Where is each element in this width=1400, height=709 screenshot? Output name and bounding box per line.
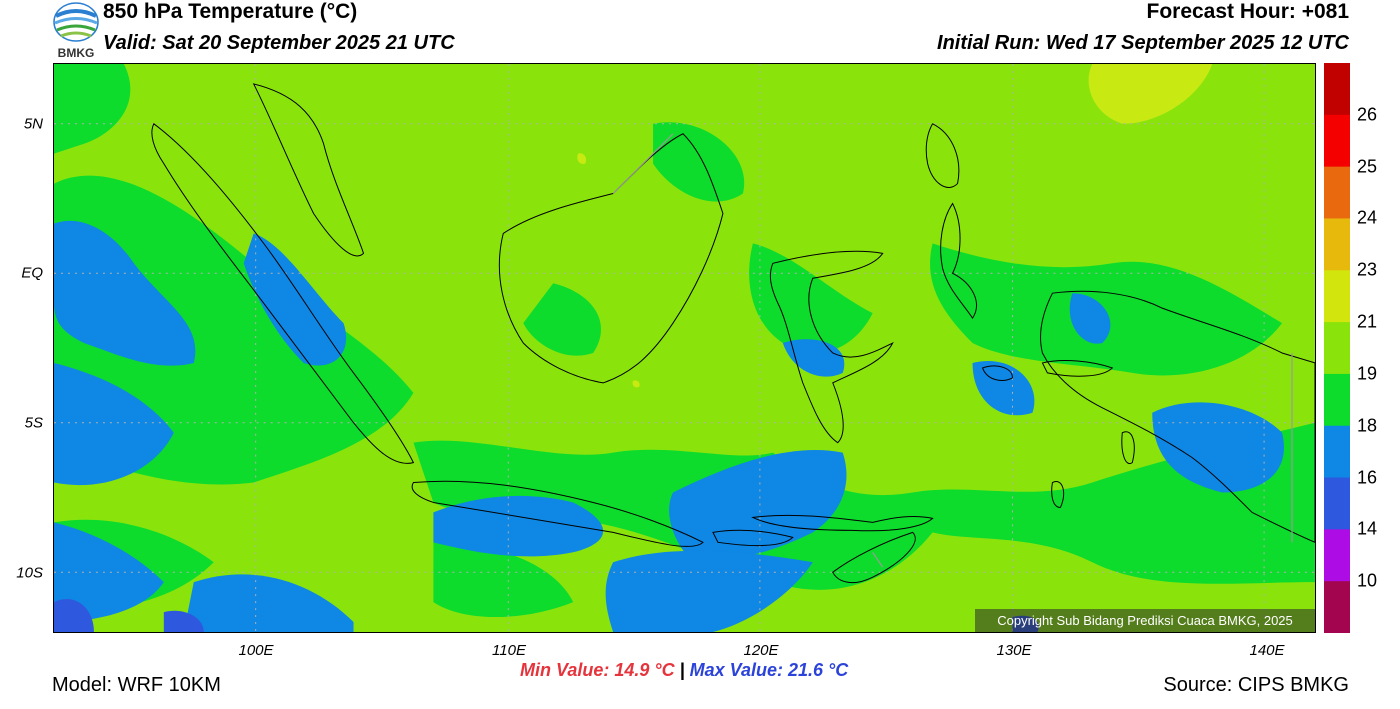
colorbar-segment xyxy=(1324,166,1350,219)
colorbar-segment xyxy=(1324,373,1350,427)
lat-label-eq: EQ xyxy=(21,264,43,282)
lon-label-130e: 130E xyxy=(996,642,1032,659)
graticule xyxy=(54,64,1315,632)
min-max-values: Min Value: 14.9 °C | Max Value: 21.6 °C xyxy=(520,660,848,681)
colorbar-label: 19 xyxy=(1357,363,1378,384)
bmkg-logo: BMKG xyxy=(53,2,99,60)
min-max-separator: | xyxy=(679,660,685,680)
max-value: Max Value: 21.6 °C xyxy=(689,660,849,680)
colorbar-label: 23 xyxy=(1357,259,1378,280)
colorbar-label: 24 xyxy=(1357,207,1378,228)
colorbar xyxy=(1324,63,1350,633)
colorbar-segment xyxy=(1324,581,1350,633)
temp-21-23-areas xyxy=(577,64,1213,388)
lon-label-120e: 120E xyxy=(743,642,779,659)
logo-text: BMKG xyxy=(58,46,95,60)
colorbar-segment xyxy=(1324,477,1350,530)
temperature-map xyxy=(53,63,1316,633)
lat-label-5n: 5N xyxy=(23,115,43,133)
coastlines xyxy=(151,83,1315,584)
colorbar-label: 26 xyxy=(1357,104,1378,125)
colorbar-label: 16 xyxy=(1357,467,1378,488)
lat-label-10s: 10S xyxy=(16,564,43,582)
source-label: Source: CIPS BMKG xyxy=(1163,674,1349,696)
colorbar-segment xyxy=(1324,218,1350,271)
min-value: Min Value: 14.9 °C xyxy=(520,660,675,680)
colorbar-segment xyxy=(1324,63,1350,116)
colorbar-label: 21 xyxy=(1357,311,1378,332)
lat-label-5s: 5S xyxy=(24,414,43,432)
temp-18-19-areas xyxy=(54,64,1315,618)
colorbar-label: 10 xyxy=(1357,570,1378,591)
colorbar-label: 25 xyxy=(1357,156,1378,177)
initial-run: Initial Run: Wed 17 September 2025 12 UT… xyxy=(937,32,1349,54)
model-label: Model: WRF 10KM xyxy=(52,674,221,696)
colorbar-segment xyxy=(1324,529,1350,582)
colorbar-segment xyxy=(1324,425,1350,479)
colorbar-segment xyxy=(1324,322,1350,375)
lon-label-100e: 100E xyxy=(238,642,274,659)
colorbar-label: 18 xyxy=(1357,415,1378,436)
map-title: 850 hPa Temperature (°C) xyxy=(103,0,358,23)
forecast-hour: Forecast Hour: +081 xyxy=(1146,0,1350,23)
lon-label-140e: 140E xyxy=(1249,642,1285,659)
valid-time: Valid: Sat 20 September 2025 21 UTC xyxy=(103,32,455,54)
lon-label-110e: 110E xyxy=(492,642,526,659)
colorbar-segment xyxy=(1324,270,1350,323)
country-borders xyxy=(612,133,1293,568)
copyright-notice: Copyright Sub Bidang Prediksi Cuaca BMKG… xyxy=(975,609,1315,632)
colorbar-label: 14 xyxy=(1357,518,1378,539)
colorbar-segment xyxy=(1324,114,1350,168)
